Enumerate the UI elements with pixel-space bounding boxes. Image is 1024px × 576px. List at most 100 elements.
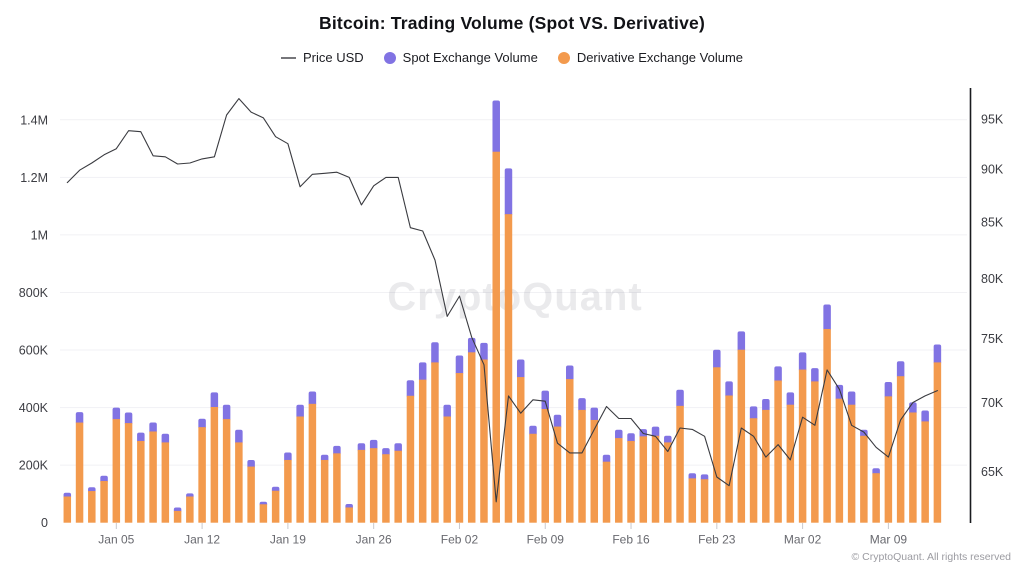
bar-derivative-segment[interactable] [541, 409, 549, 523]
bar-derivative-segment[interactable] [578, 409, 586, 523]
bar-derivative-segment[interactable] [725, 395, 733, 523]
bar-spot-segment[interactable] [615, 429, 623, 441]
bar-derivative-segment[interactable] [431, 362, 439, 523]
bar-derivative-segment[interactable] [602, 461, 611, 523]
bar-spot-segment[interactable] [553, 414, 562, 429]
bar-derivative-segment[interactable] [149, 431, 157, 523]
bar-derivative-segment[interactable] [553, 426, 562, 523]
bar-derivative-segment[interactable] [860, 435, 868, 523]
bar-spot-segment[interactable] [161, 433, 170, 445]
bar-spot-segment[interactable] [713, 349, 721, 370]
bar-spot-segment[interactable] [369, 439, 378, 451]
bar-derivative-segment[interactable] [112, 419, 121, 523]
bar-derivative-segment[interactable] [75, 422, 84, 523]
bar-derivative-segment[interactable] [737, 349, 746, 523]
bar-spot-segment[interactable] [504, 168, 513, 217]
bar-derivative-segment[interactable] [198, 427, 206, 523]
bar-spot-segment[interactable] [590, 407, 599, 422]
bar-spot-segment[interactable] [357, 443, 366, 452]
bar-derivative-segment[interactable] [173, 510, 182, 523]
bar-derivative-segment[interactable] [467, 352, 476, 523]
bar-spot-segment[interactable] [627, 433, 635, 443]
bar-derivative-segment[interactable] [345, 507, 353, 523]
bar-derivative-segment[interactable] [847, 404, 856, 523]
bar-spot-segment[interactable] [798, 352, 807, 372]
bar-derivative-segment[interactable] [259, 504, 268, 523]
bar-derivative-segment[interactable] [786, 404, 795, 523]
bar-derivative-segment[interactable] [100, 480, 108, 523]
bar-derivative-segment[interactable] [639, 436, 648, 523]
bar-derivative-segment[interactable] [896, 376, 905, 523]
bar-derivative-segment[interactable] [921, 421, 929, 523]
bar-derivative-segment[interactable] [492, 151, 500, 523]
bar-derivative-segment[interactable] [382, 454, 390, 523]
bar-derivative-segment[interactable] [161, 442, 170, 523]
bar-spot-segment[interactable] [516, 359, 525, 380]
bar-derivative-segment[interactable] [296, 416, 304, 523]
bar-spot-segment[interactable] [492, 100, 500, 154]
bar-derivative-segment[interactable] [247, 466, 255, 523]
bar-derivative-segment[interactable] [516, 377, 525, 523]
legend-item-price[interactable]: Price USD [280, 50, 364, 65]
bar-spot-segment[interactable] [198, 418, 206, 430]
bar-spot-segment[interactable] [467, 337, 476, 355]
bar-spot-segment[interactable] [786, 392, 795, 407]
bar-spot-segment[interactable] [823, 304, 831, 332]
bar-derivative-segment[interactable] [333, 453, 341, 523]
bar-spot-segment[interactable] [664, 435, 672, 445]
bar-spot-segment[interactable] [443, 404, 451, 419]
bar-spot-segment[interactable] [529, 425, 537, 436]
bar-derivative-segment[interactable] [88, 491, 96, 523]
bar-derivative-segment[interactable] [872, 473, 880, 523]
bar-spot-segment[interactable] [725, 381, 733, 398]
bar-derivative-segment[interactable] [406, 395, 415, 523]
bar-spot-segment[interactable] [137, 432, 145, 443]
bar-spot-segment[interactable] [406, 380, 415, 398]
bar-derivative-segment[interactable] [320, 459, 329, 523]
bar-spot-segment[interactable] [308, 391, 317, 406]
bar-spot-segment[interactable] [247, 459, 255, 469]
bar-derivative-segment[interactable] [688, 478, 697, 523]
bar-derivative-segment[interactable] [909, 412, 917, 523]
bar-spot-segment[interactable] [847, 391, 856, 407]
bar-derivative-segment[interactable] [615, 438, 623, 523]
bar-derivative-segment[interactable] [823, 329, 831, 523]
bar-derivative-segment[interactable] [884, 396, 893, 523]
bar-spot-segment[interactable] [418, 362, 427, 382]
bar-derivative-segment[interactable] [835, 398, 844, 523]
bar-derivative-segment[interactable] [271, 490, 280, 523]
bar-derivative-segment[interactable] [210, 407, 219, 523]
bar-derivative-segment[interactable] [651, 435, 660, 523]
bar-spot-segment[interactable] [296, 404, 304, 419]
bar-spot-segment[interactable] [921, 410, 929, 424]
bar-derivative-segment[interactable] [700, 479, 709, 523]
bar-derivative-segment[interactable] [308, 403, 317, 523]
bar-derivative-segment[interactable] [394, 450, 402, 523]
bar-spot-segment[interactable] [749, 406, 758, 421]
legend-item-spot[interactable]: Spot Exchange Volume [383, 50, 538, 65]
bar-spot-segment[interactable] [933, 344, 942, 365]
bar-derivative-segment[interactable] [529, 433, 537, 523]
bar-derivative-segment[interactable] [811, 381, 819, 523]
bar-spot-segment[interactable] [860, 429, 868, 438]
bar-derivative-segment[interactable] [590, 419, 599, 523]
bar-spot-segment[interactable] [811, 368, 819, 384]
bar-spot-segment[interactable] [578, 398, 586, 412]
bar-derivative-segment[interactable] [369, 448, 378, 523]
bar-derivative-segment[interactable] [627, 440, 635, 523]
bar-derivative-segment[interactable] [186, 496, 194, 523]
bar-spot-segment[interactable] [896, 361, 905, 379]
bar-spot-segment[interactable] [235, 429, 243, 445]
bar-spot-segment[interactable] [566, 365, 574, 382]
bar-derivative-segment[interactable] [357, 449, 366, 523]
bar-spot-segment[interactable] [431, 342, 439, 365]
bar-spot-segment[interactable] [774, 366, 782, 383]
bar-derivative-segment[interactable] [713, 367, 721, 523]
bar-spot-segment[interactable] [222, 404, 231, 422]
legend-item-derivative[interactable]: Derivative Exchange Volume [557, 50, 743, 65]
bar-spot-segment[interactable] [394, 443, 402, 453]
bar-spot-segment[interactable] [149, 422, 157, 434]
bar-derivative-segment[interactable] [63, 496, 72, 523]
bar-spot-segment[interactable] [762, 398, 770, 412]
bar-derivative-segment[interactable] [566, 379, 574, 523]
